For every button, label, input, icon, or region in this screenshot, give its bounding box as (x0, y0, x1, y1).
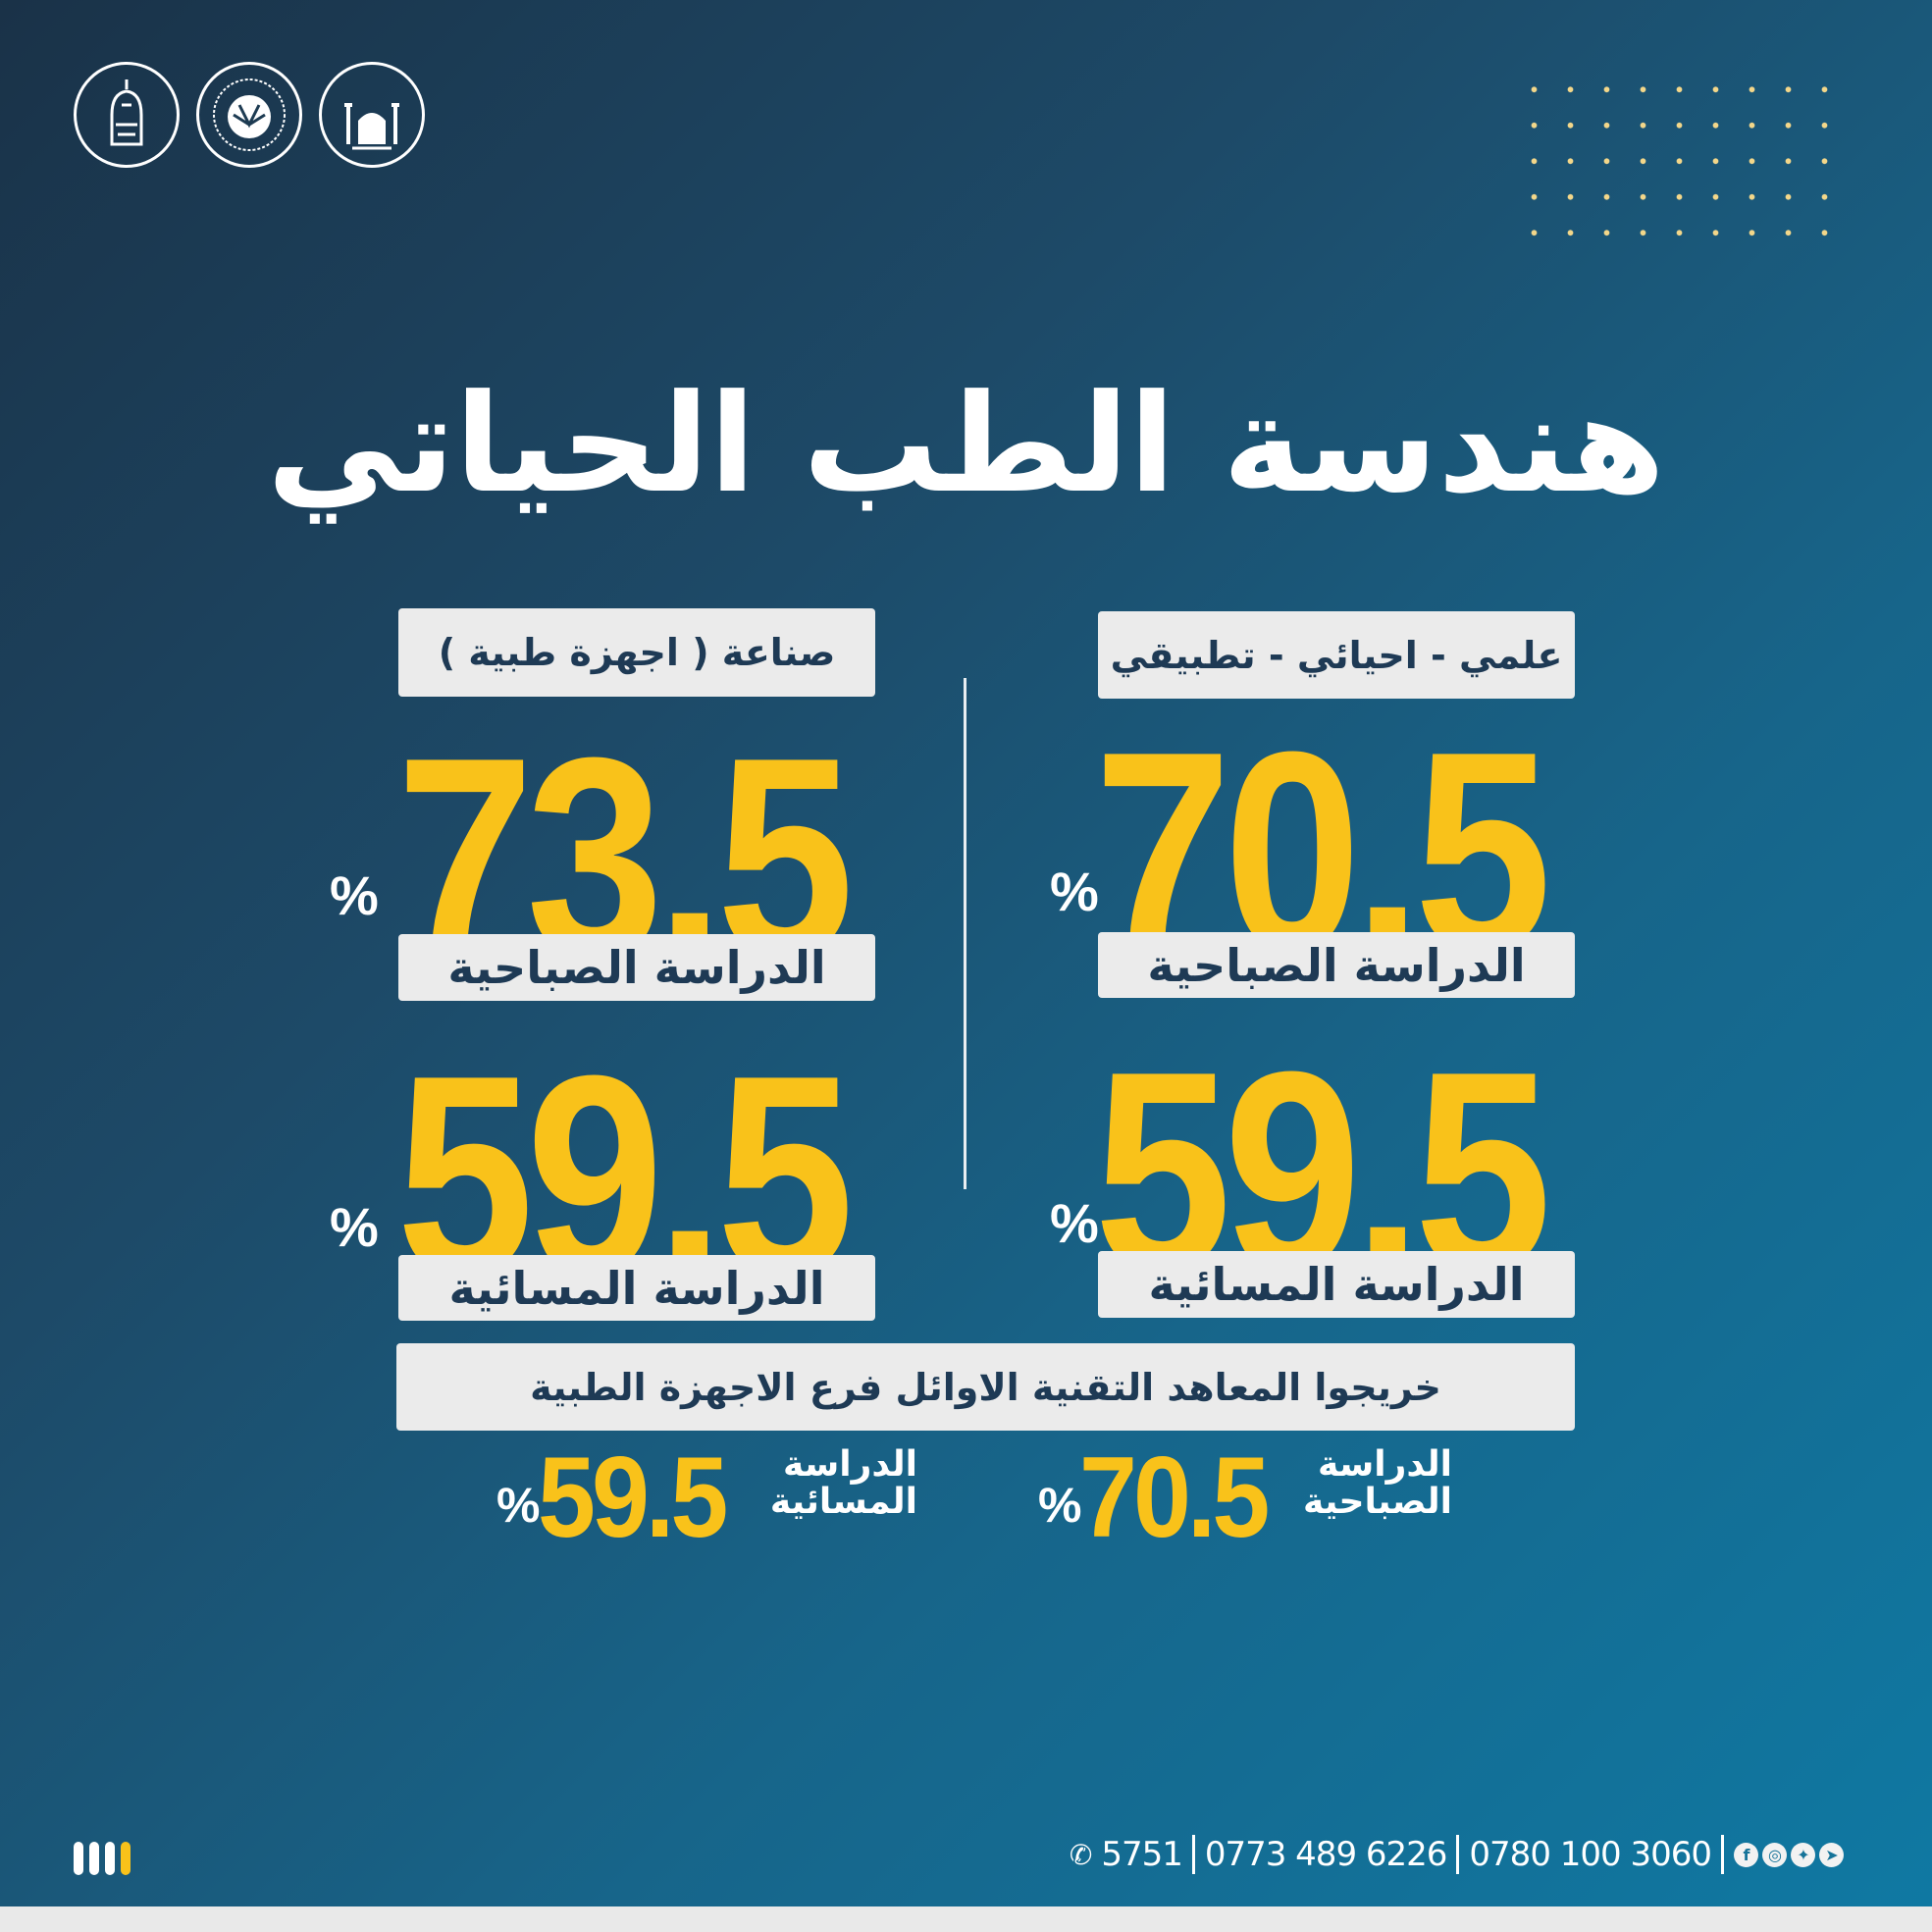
graduates-evening-value: 59.5 (538, 1434, 728, 1562)
phone-1[interactable]: 0773 489 6226 (1204, 1835, 1448, 1874)
graduates-morning-label: الدراسة الصباحية (1276, 1446, 1452, 1521)
left-header-box: صناعة ( اجهزة طبية ) (398, 608, 875, 697)
left-evening-label: الدراسة المسائية (398, 1255, 875, 1321)
phone-2[interactable]: 0780 100 3060 (1469, 1835, 1712, 1874)
ministry-logo (196, 62, 302, 168)
left-evening-percent-sign: % (330, 1196, 379, 1258)
telegram-icon[interactable]: ➤ (1819, 1842, 1844, 1867)
right-morning-label: الدراسة الصباحية (1098, 932, 1575, 998)
secretariat-logo (319, 62, 425, 168)
decorative-dot-grid (1516, 72, 1850, 253)
graduates-header-box: خريجوا المعاهد التقنية الاوائل فرع الاجه… (396, 1343, 1575, 1431)
contact-footer: ✆ 5751 0773 489 6226 0780 100 3060 f ◎ ✦… (1070, 1835, 1844, 1874)
graduates-morning-value: 70.5 (1079, 1434, 1270, 1562)
right-header-box: علمي - احيائي - تطبيقي (1098, 611, 1575, 699)
column-divider (964, 678, 966, 1189)
phone-icon: ✆ (1069, 1838, 1092, 1871)
separator (1191, 1835, 1195, 1874)
graduates-evening-label: الدراسة المسائية (736, 1446, 917, 1521)
twitter-icon[interactable]: ✦ (1791, 1842, 1815, 1867)
page-title: هندسة الطب الحياتي (266, 365, 1665, 523)
facebook-icon[interactable]: f (1734, 1842, 1758, 1867)
graduates-morning-label-line1: الدراسة (1318, 1444, 1452, 1485)
phone-short[interactable]: 5751 (1101, 1835, 1183, 1874)
bar (121, 1842, 131, 1875)
left-morning-label: الدراسة الصباحية (398, 934, 875, 1001)
right-morning-percent: % (1050, 861, 1099, 922)
bar (74, 1842, 83, 1875)
bar (89, 1842, 99, 1875)
separator (1721, 1835, 1724, 1874)
separator (1456, 1835, 1460, 1874)
graduates-evening-label-line2: المسائية (769, 1481, 917, 1522)
decorative-bars (74, 1842, 131, 1875)
bottom-strip (0, 1906, 1932, 1932)
graduates-morning-label-line2: الصباحية (1302, 1481, 1452, 1522)
graduates-evening-label-line1: الدراسة (783, 1444, 917, 1485)
right-evening-label: الدراسة المسائية (1098, 1251, 1575, 1318)
instagram-icon[interactable]: ◎ (1762, 1842, 1787, 1867)
bar (105, 1842, 115, 1875)
graduates-morning-percent: % (1038, 1478, 1082, 1533)
graduates-evening-percent: % (496, 1478, 541, 1533)
university-logo (74, 62, 180, 168)
right-evening-percent: % (1050, 1192, 1099, 1254)
left-morning-percent: % (330, 864, 379, 926)
